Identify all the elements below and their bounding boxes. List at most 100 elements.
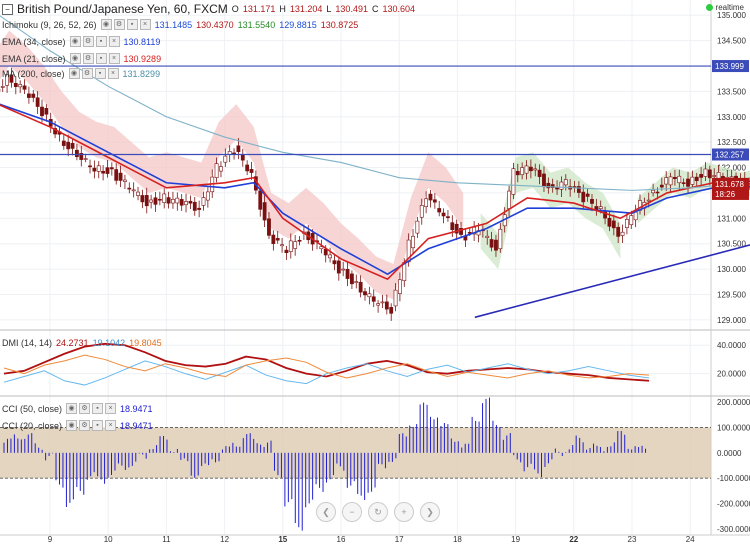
di-minus-line <box>3 354 650 379</box>
close-icon[interactable]: × <box>105 420 117 431</box>
ema21-controls[interactable]: ◉ ⚙ ▪ × <box>69 53 120 64</box>
cci50-controls[interactable]: ◉ ⚙ ▪ × <box>66 403 117 414</box>
candle-body <box>694 176 699 182</box>
dmi-value-1: 24.2731 <box>56 338 89 348</box>
lock-icon[interactable]: ▪ <box>126 19 138 30</box>
legend-cci50[interactable]: CCI (50, close) ◉ ⚙ ▪ × 18.9471 <box>2 403 153 414</box>
eye-icon[interactable]: ◉ <box>69 36 81 47</box>
candle-body <box>546 182 551 189</box>
candle-body <box>284 249 289 253</box>
ichimoku-value-5: 130.8725 <box>320 19 359 30</box>
candle-body <box>411 235 415 249</box>
candle-body <box>520 167 525 176</box>
cci-tick-label: 100.0000 <box>717 423 750 432</box>
lock-icon[interactable]: ▪ <box>92 420 104 431</box>
candle-body <box>275 238 280 241</box>
ichimoku-value-1: 131.1485 <box>154 19 193 30</box>
candle-body <box>585 193 590 197</box>
eye-icon[interactable]: ◉ <box>68 68 80 79</box>
chart-nav-buttons[interactable]: ❮ − ↻ + ❯ <box>316 502 440 522</box>
y-tick-label: 134.500 <box>717 37 746 46</box>
candle-body <box>616 226 621 237</box>
dmi-value-2: 19.1042 <box>92 338 126 348</box>
legend-ema21[interactable]: EMA (21, close) ◉ ⚙ ▪ × 130.9289 <box>2 53 161 64</box>
cci20-value: 18.9471 <box>120 420 153 431</box>
candle-body <box>384 301 389 310</box>
gear-icon[interactable]: ⚙ <box>82 36 94 47</box>
close-icon[interactable]: × <box>108 53 120 64</box>
candle-body <box>109 167 114 170</box>
ohlc-low-key: L <box>326 4 332 14</box>
close-icon[interactable]: × <box>107 68 119 79</box>
y-tick-label: 132.000 <box>717 164 746 173</box>
realtime-label: realtime <box>715 3 744 12</box>
candle-body <box>336 260 341 274</box>
ma200-controls[interactable]: ◉ ⚙ ▪ × <box>68 68 119 79</box>
lock-icon[interactable]: ▪ <box>95 36 107 47</box>
ohlc-open-value: 131.171 <box>242 4 276 14</box>
ema34-line <box>0 103 750 276</box>
reset-icon[interactable]: ↻ <box>368 502 388 522</box>
zoom-out-icon[interactable]: − <box>342 502 362 522</box>
close-icon[interactable]: × <box>108 36 120 47</box>
candle-body <box>171 199 175 204</box>
legend-ma200[interactable]: MA (200, close) ◉ ⚙ ▪ × 131.8299 <box>2 68 160 79</box>
ohlc-close-key: C <box>371 4 379 14</box>
scroll-right-icon[interactable]: ❯ <box>420 502 440 522</box>
candle-body <box>603 211 607 219</box>
candle-body <box>729 176 734 179</box>
candle-body <box>101 170 106 174</box>
eye-icon[interactable]: ◉ <box>66 403 78 414</box>
gear-icon[interactable]: ⚙ <box>81 68 93 79</box>
symbol-label: British Pound/Japanese Yen, 60, FXCM <box>17 2 228 16</box>
candle-body <box>542 173 546 188</box>
candle-body <box>555 187 559 190</box>
ohlc-open-key: O <box>231 4 239 14</box>
ichimoku-controls[interactable]: ◉ ⚙ ▪ × <box>100 19 151 30</box>
x-tick-label: 9 <box>48 535 53 544</box>
eye-icon[interactable]: ◉ <box>69 53 81 64</box>
y-tick-label: 133.000 <box>717 113 746 122</box>
gear-icon[interactable]: ⚙ <box>79 403 91 414</box>
candle-body <box>419 205 424 218</box>
gear-icon[interactable]: ⚙ <box>82 53 94 64</box>
legend-ichimoku[interactable]: Ichimoku (9, 26, 52, 26) ◉ ⚙ ▪ × 131.1485 1… <box>2 19 358 30</box>
legend-ema34[interactable]: EMA (34, close) ◉ ⚙ ▪ × 130.8119 <box>2 36 160 47</box>
candle-body <box>415 220 420 234</box>
candle-body <box>489 239 494 248</box>
lock-icon[interactable]: ▪ <box>92 403 104 414</box>
candle-body <box>441 212 446 217</box>
candle-body <box>576 186 581 193</box>
zoom-in-icon[interactable]: + <box>394 502 414 522</box>
x-tick-label: 16 <box>337 535 346 544</box>
gear-icon[interactable]: ⚙ <box>113 19 125 30</box>
scroll-left-icon[interactable]: ❮ <box>316 502 336 522</box>
candle-body <box>179 199 184 206</box>
realtime-indicator: realtime <box>705 3 744 12</box>
legend-cci20[interactable]: CCI (20, close) ◉ ⚙ ▪ × 18.9471 <box>2 420 153 431</box>
close-icon[interactable]: × <box>139 19 151 30</box>
y-tick-label: 129.500 <box>717 290 746 299</box>
ema34-controls[interactable]: ◉ ⚙ ▪ × <box>69 36 120 47</box>
legend-dmi[interactable]: DMI (14, 14) 24.2731 19.1042 19.8045 <box>2 338 162 348</box>
candle-body <box>9 74 14 83</box>
lock-icon[interactable]: ▪ <box>95 53 107 64</box>
x-tick-label: 11 <box>162 535 171 544</box>
candle-body <box>363 291 367 296</box>
candle-body <box>511 168 516 195</box>
x-tick-label: 10 <box>104 535 113 544</box>
candle-body <box>166 197 171 204</box>
cci20-controls[interactable]: ◉ ⚙ ▪ × <box>66 420 117 431</box>
x-tick-label: 22 <box>569 535 578 544</box>
candle-body <box>35 97 40 107</box>
collapse-icon[interactable]: − <box>2 3 13 15</box>
eye-icon[interactable]: ◉ <box>66 420 78 431</box>
close-icon[interactable]: × <box>105 403 117 414</box>
candle-body <box>297 239 302 242</box>
candle-body <box>127 187 132 190</box>
lock-icon[interactable]: ▪ <box>94 68 106 79</box>
eye-icon[interactable]: ◉ <box>100 19 112 30</box>
candle-body <box>646 199 651 202</box>
gear-icon[interactable]: ⚙ <box>79 420 91 431</box>
